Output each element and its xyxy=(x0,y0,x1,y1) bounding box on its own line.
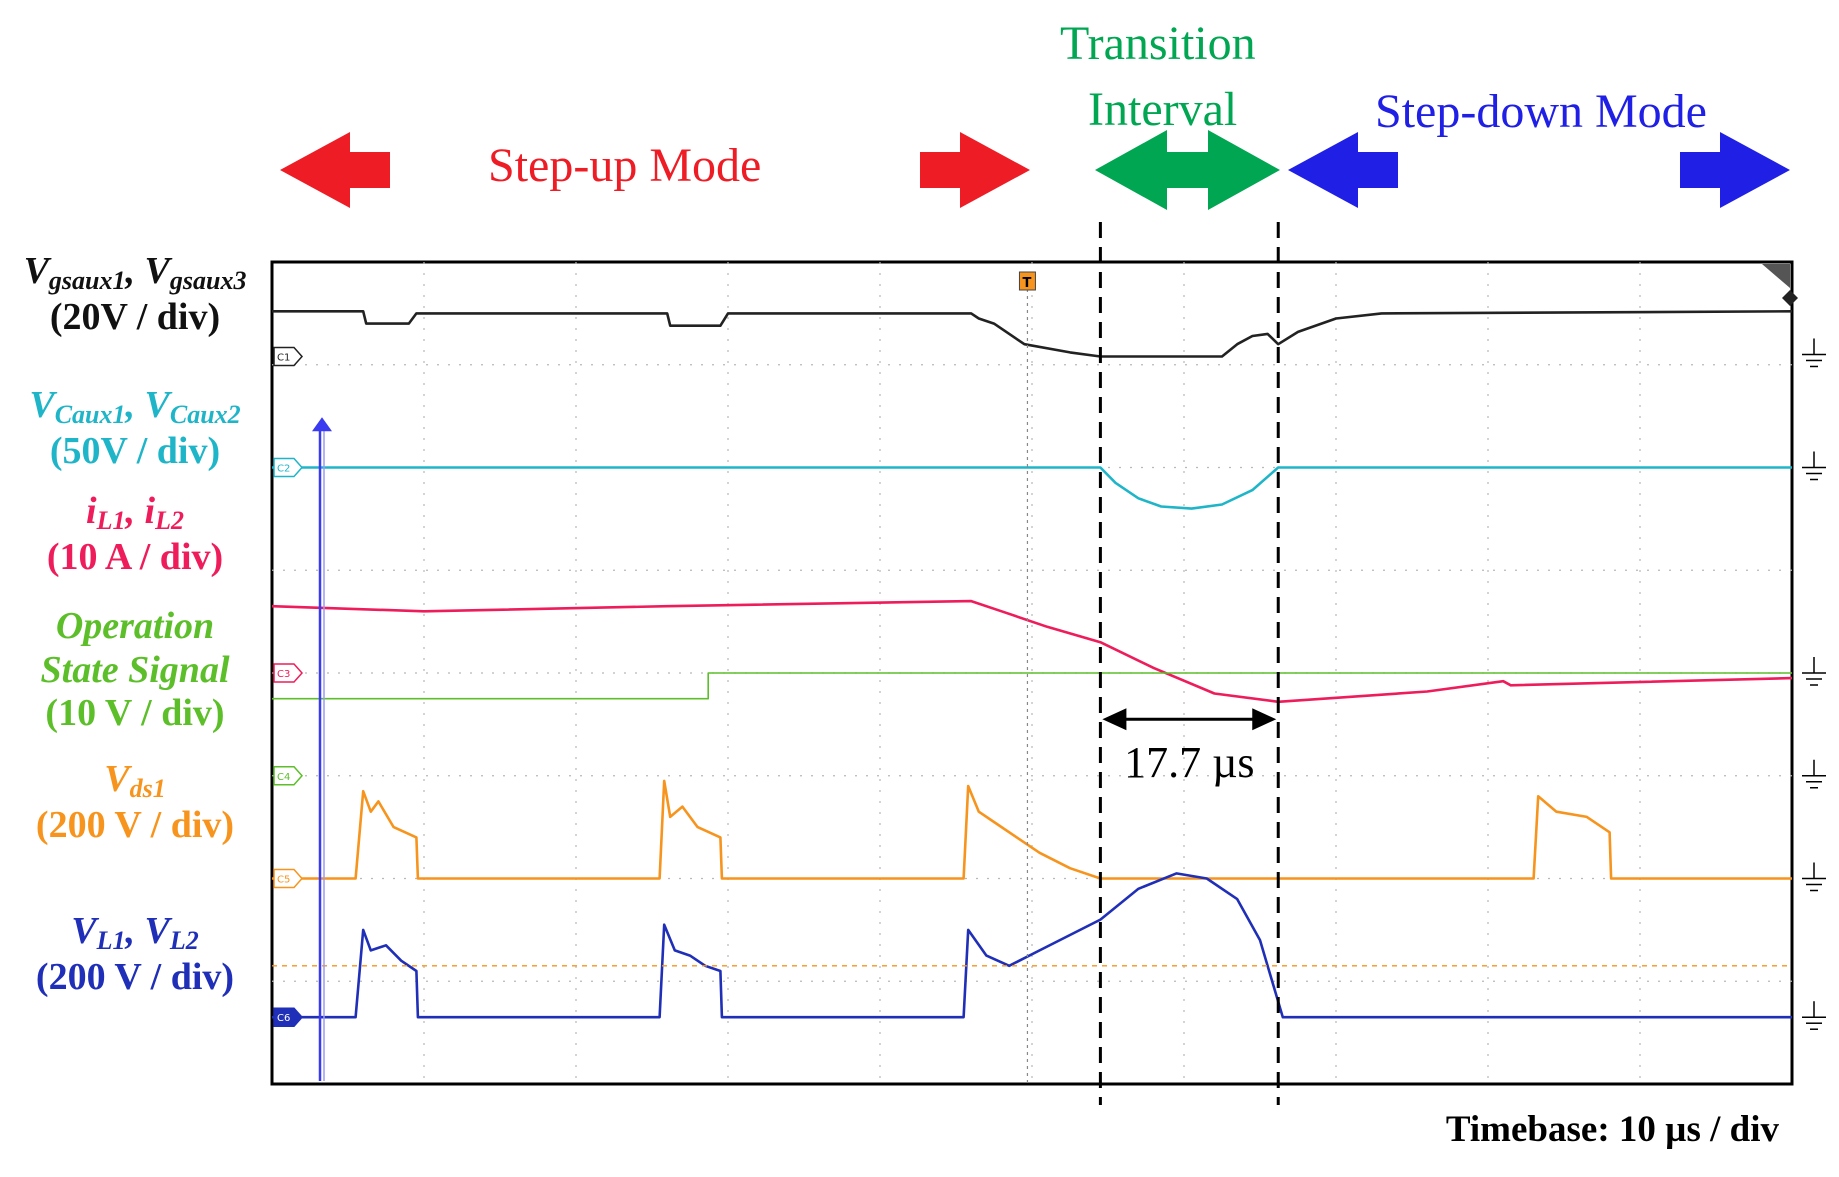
trace-c5 xyxy=(272,779,1792,880)
channel-label-c1: Vgsaux1, Vgsaux3 (20V / div) xyxy=(0,250,270,340)
measurement-label: 17.7 µs xyxy=(1124,738,1254,787)
channel-scale: (20V / div) xyxy=(49,295,221,338)
channel-marker-text: C1 xyxy=(277,353,290,364)
scroll-corner-icon xyxy=(1762,264,1790,288)
transition-label-line2: Interval xyxy=(1088,83,1238,136)
channel-scale: (200 V / div) xyxy=(35,955,235,998)
trace-c4 xyxy=(272,672,1792,700)
overlay: T 17.7 µs xyxy=(272,222,1798,1105)
step-up-right-arrow-icon xyxy=(920,132,1030,208)
timebase-label: Timebase: 10 µs / div xyxy=(1445,1109,1779,1150)
step-up-left-arrow-icon xyxy=(280,132,390,208)
channel-marker-text: C5 xyxy=(277,875,290,886)
trigger-marker-text: T xyxy=(1022,276,1031,291)
channel-name: Vgsaux1, Vgsaux3 xyxy=(23,250,247,295)
channel-scale: (200 V / div) xyxy=(35,803,235,846)
channel-marker-c5 xyxy=(273,868,304,889)
channel-marker-c3 xyxy=(273,663,304,683)
channel-marker-text: C4 xyxy=(277,772,290,783)
trigger-marker-icon xyxy=(1018,271,1036,291)
trace-c1 xyxy=(272,309,1793,358)
channel-name-line: State Signal xyxy=(40,648,230,691)
channel-marker-c1 xyxy=(273,346,304,367)
channel-scale: (10 A / div) xyxy=(46,535,224,578)
mode-arrows xyxy=(280,130,1790,210)
channel-label-c6: VL1, VL2 (200 V / div) xyxy=(0,910,270,1000)
channel-name-line: Operation xyxy=(55,605,215,647)
channel-name: VCaux1, VCaux2 xyxy=(29,384,241,429)
channel-scale: (50V / div) xyxy=(49,429,221,472)
step-up-mode-label: Step-up Mode xyxy=(488,139,762,192)
transition-double-arrow-icon xyxy=(1095,130,1280,210)
trace-c3 xyxy=(271,599,1793,704)
channel-marker-c6 xyxy=(273,1007,304,1027)
step-down-right-arrow-icon xyxy=(1680,132,1790,208)
transition-label-line1: Transition xyxy=(1060,17,1256,70)
channel-name: iL1, iL2 xyxy=(86,490,184,535)
measurement-arrow-icon xyxy=(1252,708,1277,731)
trace-c2 xyxy=(272,466,1792,510)
measurement-arrow-icon xyxy=(1102,708,1127,731)
channel-label-c4: Operation State Signal (10 V / div) xyxy=(0,605,270,736)
traces: C1 C2 C3 C4 C5 C6 xyxy=(271,309,1826,1030)
channel-name: VL1, VL2 xyxy=(71,910,199,955)
channel-label-c5: Vds1 (200 V / div) xyxy=(0,758,270,848)
step-down-mode-label: Step-down Mode xyxy=(1375,85,1707,138)
channel-marker-text: C3 xyxy=(277,669,290,680)
channel-marker-text: C2 xyxy=(277,464,290,475)
channel-label-c2: VCaux1, VCaux2 (50V / div) xyxy=(0,384,270,474)
channel-name: Vds1 xyxy=(104,758,166,803)
cursor-arrow-icon xyxy=(312,417,332,432)
trace-c6 xyxy=(272,872,1792,1019)
channel-marker-c4 xyxy=(273,766,304,786)
channel-label-c3: iL1, iL2 (10 A / div) xyxy=(0,490,270,580)
step-down-left-arrow-icon xyxy=(1288,132,1398,208)
channel-marker-text: C6 xyxy=(277,1013,290,1024)
channel-scale: (10 V / div) xyxy=(45,692,225,735)
level-marker-icon xyxy=(1782,290,1798,306)
channel-marker-c2 xyxy=(273,457,304,478)
